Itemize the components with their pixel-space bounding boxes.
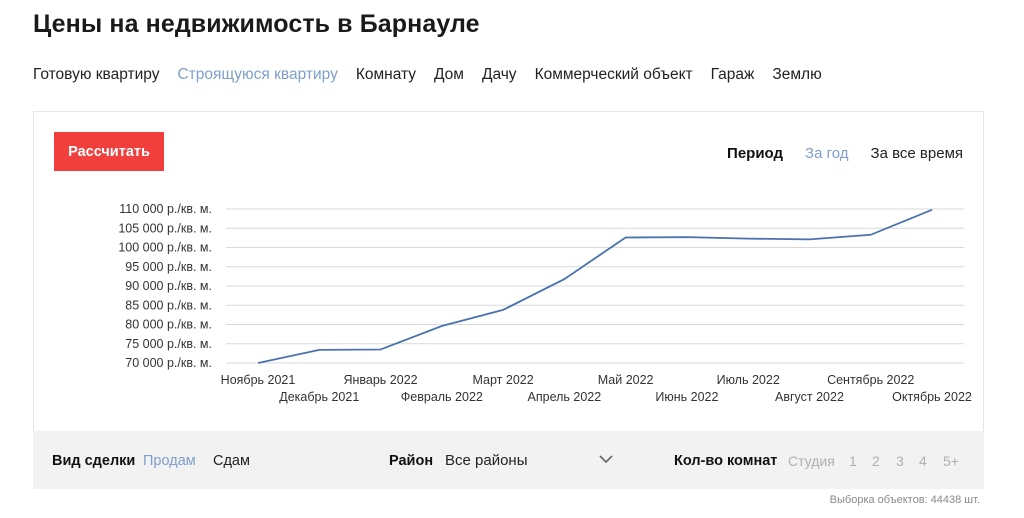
x-tick-label: Июль 2022	[717, 373, 780, 387]
rooms-option-studio[interactable]: Студия	[788, 453, 835, 469]
y-tick-label: 100 000 р./кв. м.	[118, 241, 212, 255]
y-tick-label: 110 000 р./кв. м.	[119, 202, 212, 216]
calculate-button[interactable]: Рассчитать	[54, 132, 164, 171]
y-tick-label: 105 000 р./кв. м.	[118, 221, 212, 235]
x-tick-label: Июнь 2022	[655, 390, 718, 404]
property-type-tabs: Готовую квартиру Строящуюся квартиру Ком…	[33, 66, 840, 84]
x-tick-label: Декабрь 2021	[279, 390, 359, 404]
x-tick-label: Май 2022	[598, 373, 654, 387]
type-tab-ready-flat[interactable]: Готовую квартиру	[33, 66, 160, 83]
x-tick-label: Октябрь 2022	[892, 390, 972, 404]
x-axis-ticks: Ноябрь 2021 Декабрь 2021 Январь 2022 Феврал…	[221, 373, 972, 404]
rooms-option-4[interactable]: 4	[919, 453, 927, 469]
data-point[interactable]	[317, 347, 322, 352]
type-tab-garage[interactable]: Гараж	[710, 66, 755, 83]
rooms-option-5plus[interactable]: 5+	[943, 453, 959, 469]
data-point[interactable]	[930, 207, 935, 212]
data-point[interactable]	[746, 236, 751, 241]
price-chart-card: Рассчитать Период За год За все время 70…	[33, 111, 984, 489]
data-point[interactable]	[562, 277, 567, 282]
sample-count-note: Выборка объектов: 44438 шт.	[829, 494, 980, 506]
type-tab-room[interactable]: Комнату	[355, 66, 416, 83]
y-tick-label: 80 000 р./кв. м.	[125, 318, 212, 332]
period-option-year[interactable]: За год	[805, 145, 849, 162]
data-point[interactable]	[684, 235, 689, 240]
rooms-option-2[interactable]: 2	[872, 453, 880, 469]
district-label: Район	[389, 453, 434, 469]
x-tick-label: Февраль 2022	[401, 390, 483, 404]
period-label: Период	[727, 145, 784, 162]
deal-option-rent[interactable]: Сдам	[213, 453, 250, 469]
price-line-chart: 70 000 р./кв. м. 75 000 р./кв. м. 80 000 р…	[118, 202, 972, 404]
y-tick-label: 95 000 р./кв. м.	[125, 260, 212, 274]
type-tab-land[interactable]: Землю	[772, 66, 822, 83]
deal-option-sell[interactable]: Продам	[143, 453, 196, 469]
district-select[interactable]: Все районы	[445, 452, 528, 469]
x-tick-label: Январь 2022	[343, 373, 417, 387]
x-tick-label: Сентябрь 2022	[827, 373, 914, 387]
data-point[interactable]	[807, 237, 812, 242]
data-point[interactable]	[868, 232, 873, 237]
x-tick-label: Март 2022	[472, 373, 533, 387]
data-point[interactable]	[501, 307, 506, 312]
data-point[interactable]	[439, 324, 444, 329]
chart-grid	[226, 208, 964, 364]
period-selector: Период За год За все время	[727, 145, 963, 162]
deal-type-label: Вид сделки	[52, 453, 136, 469]
x-tick-label: Апрель 2022	[528, 390, 602, 404]
type-tab-dacha[interactable]: Дачу	[481, 66, 517, 83]
rooms-option-1[interactable]: 1	[849, 453, 857, 469]
data-point[interactable]	[623, 235, 628, 240]
chart-series	[256, 207, 935, 366]
type-tab-building-flat[interactable]: Строящуюся квартиру	[177, 66, 338, 83]
y-tick-label: 85 000 р./кв. м.	[125, 298, 212, 312]
y-tick-label: 75 000 р./кв. м.	[125, 337, 212, 351]
rooms-option-3[interactable]: 3	[896, 453, 904, 469]
y-tick-label: 90 000 р./кв. м.	[125, 279, 212, 293]
type-tab-house[interactable]: Дом	[434, 66, 464, 83]
x-tick-label: Ноябрь 2021	[221, 373, 296, 387]
page-title: Цены на недвижимость в Барнауле	[33, 10, 480, 38]
y-axis-ticks: 70 000 р./кв. м. 75 000 р./кв. м. 80 000 р…	[118, 202, 212, 370]
rooms-label: Кол-во комнат	[674, 453, 778, 469]
period-option-all-time[interactable]: За все время	[870, 145, 963, 162]
chevron-down-icon[interactable]	[598, 452, 614, 466]
type-tab-commercial[interactable]: Коммерческий объект	[534, 66, 693, 83]
data-point[interactable]	[378, 347, 383, 352]
price-series-line	[257, 208, 933, 364]
data-point[interactable]	[256, 361, 261, 366]
x-tick-label: Август 2022	[775, 390, 844, 404]
filters-bar: Вид сделки Продам Сдам Район Все районы …	[33, 431, 984, 489]
y-tick-label: 70 000 р./кв. м.	[125, 356, 212, 370]
